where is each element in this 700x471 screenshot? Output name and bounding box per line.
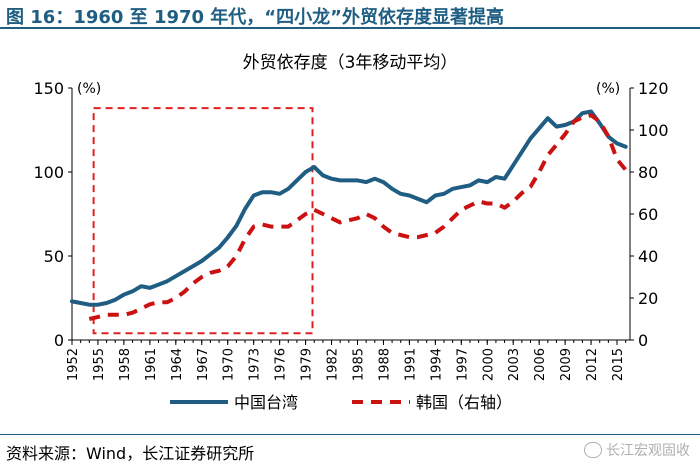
x-tick-label: 2006 (533, 348, 548, 381)
title-rule (0, 27, 700, 29)
x-tick-label: 1991 (403, 348, 418, 381)
x-tick-label: 1988 (377, 348, 392, 381)
x-tick-label: 1952 (66, 348, 81, 381)
x-tick-label: 1958 (118, 348, 133, 381)
chart-title: 外贸依存度（3年移动平均） (243, 53, 458, 73)
left-tick-label: 100 (33, 163, 64, 182)
x-tick-label: 1994 (429, 348, 444, 381)
x-tick-label: 1970 (222, 348, 237, 381)
legend-label-taiwan: 中国台湾 (234, 393, 298, 412)
x-tick-label: 1982 (326, 348, 341, 381)
x-tick-label: 1985 (351, 348, 366, 381)
left-tick-label: 0 (54, 331, 64, 350)
x-tick-label: 1955 (92, 348, 107, 381)
x-tick-label: 1973 (248, 348, 263, 381)
series-line-korea (88, 113, 628, 321)
x-tick-label: 2003 (507, 348, 522, 381)
watermark-text: 长江宏观固收 (606, 443, 690, 459)
x-tick-label: 1997 (455, 348, 470, 381)
highlight-box-group (92, 107, 314, 335)
right-tick-label: 120 (638, 79, 669, 98)
x-tick-label: 2000 (481, 348, 496, 381)
figure-title: 图 16：1960 至 1970 年代，“四小龙”外贸依存度显著提高 (6, 7, 504, 28)
series-group (70, 109, 628, 321)
right-tick-label: 80 (638, 163, 658, 182)
x-tick-label: 1961 (144, 348, 159, 381)
x-tick-label: 2009 (559, 348, 574, 381)
source-note: 资料来源：Wind，长江证券研究所 (6, 444, 255, 463)
x-tick-label: 1979 (300, 348, 315, 381)
right-tick-label: 0 (638, 331, 648, 350)
right-tick-label: 60 (638, 205, 658, 224)
source-rule (0, 434, 700, 435)
axes-group: 0 50 100 150 0 20 40 60 80 100 120 1952 1955 1958 1961… (33, 79, 668, 381)
right-tick-label: 100 (638, 121, 669, 140)
right-axis-unit: (%) (596, 81, 620, 97)
wechat-icon (584, 442, 602, 458)
left-tick-label: 150 (33, 79, 64, 98)
x-tick-label: 1967 (196, 348, 211, 381)
right-tick-label: 40 (638, 247, 658, 266)
series-line-taiwan (70, 109, 628, 307)
x-tick-label: 1964 (170, 348, 185, 381)
left-axis-unit: (%) (77, 81, 101, 97)
legend-label-korea: 韩国（右轴） (416, 393, 512, 412)
right-tick-label: 20 (638, 289, 658, 308)
legend: 中国台湾 韩国（右轴） (170, 393, 512, 412)
left-tick-label: 50 (44, 247, 64, 266)
trade-dependence-chart: 外贸依存度（3年移动平均） (%) (%) 0 50 100 150 0 20 40 60 80… (33, 53, 668, 412)
x-tick-label: 1976 (274, 348, 289, 381)
highlight-box (92, 107, 314, 335)
watermark: 长江宏观固收 (584, 440, 690, 460)
x-tick-label: 2012 (585, 348, 600, 381)
x-tick-label: 2015 (611, 348, 626, 381)
